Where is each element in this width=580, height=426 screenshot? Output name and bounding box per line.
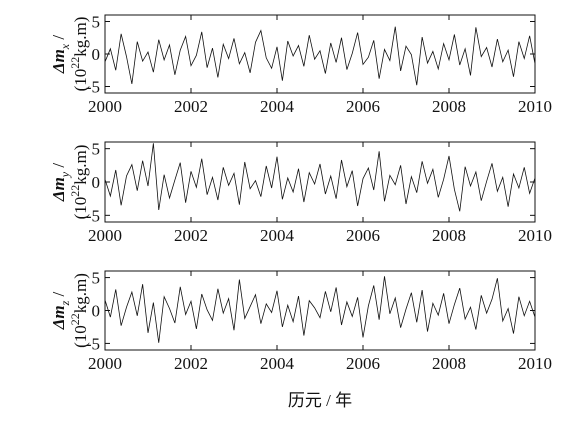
plot-frame xyxy=(104,141,536,223)
y-label-symbol: Δm xyxy=(49,305,68,330)
y-unit-power: 22 xyxy=(68,57,82,69)
y-axis-label: Δmz / xyxy=(49,291,72,330)
y-axis-unit: (1022kg.m) xyxy=(68,273,90,348)
y-tick-label: 0 xyxy=(92,173,101,192)
y-label-subscript: x xyxy=(58,43,72,50)
y-label-subscript: y xyxy=(58,171,72,178)
y-tick-label: 5 xyxy=(92,140,101,159)
y-tick-label: 0 xyxy=(92,302,101,321)
x-tick-label: 2004 xyxy=(260,97,295,116)
y-label-suffix: / xyxy=(49,291,68,300)
y-unit-open: (10 xyxy=(71,325,90,348)
x-tick-label: 2010 xyxy=(518,226,552,245)
data-line xyxy=(104,143,536,212)
x-tick-label: 2006 xyxy=(346,97,380,116)
y-label-suffix: / xyxy=(49,163,68,172)
x-tick-label: 2010 xyxy=(518,354,552,373)
y-tick-label: 5 xyxy=(92,13,101,32)
y-tick-label: -5 xyxy=(86,334,100,353)
x-axis-label: 历元 / 年 xyxy=(288,391,352,410)
plot-frame xyxy=(104,270,536,351)
y-unit-power: 22 xyxy=(68,185,82,197)
x-tick-label: 2000 xyxy=(88,354,122,373)
y-unit-open: (10 xyxy=(71,197,90,220)
y-unit-rest: kg.m) xyxy=(71,17,90,57)
x-tick-label: 2002 xyxy=(174,97,208,116)
x-tick-label: 2004 xyxy=(260,226,295,245)
x-tick-label: 2008 xyxy=(432,226,466,245)
data-line xyxy=(104,26,536,86)
y-label-symbol: Δm xyxy=(49,177,68,202)
y-axis-unit: (1022kg.m) xyxy=(68,145,90,220)
x-tick-label: 2006 xyxy=(346,226,380,245)
x-tick-label: 2006 xyxy=(346,354,380,373)
y-label-subscript: z xyxy=(58,300,72,306)
plot-frame xyxy=(104,14,536,94)
y-unit-open: (10 xyxy=(71,69,90,92)
x-tick-label: 2000 xyxy=(88,226,122,245)
x-tick-label: 2008 xyxy=(432,354,466,373)
y-tick-label: 0 xyxy=(92,45,101,64)
y-unit-rest: kg.m) xyxy=(71,273,90,313)
x-tick-label: 2002 xyxy=(174,354,208,373)
x-tick-label: 2000 xyxy=(88,97,122,116)
y-unit-rest: kg.m) xyxy=(71,145,90,185)
y-axis-unit: (1022kg.m) xyxy=(68,17,90,92)
y-label-symbol: Δm xyxy=(49,49,68,74)
x-tick-label: 2004 xyxy=(260,354,295,373)
y-axis-label: Δmy / xyxy=(49,163,72,202)
y-label-suffix: / xyxy=(49,35,68,44)
x-tick-label: 2008 xyxy=(432,97,466,116)
x-tick-label: 2002 xyxy=(174,226,208,245)
y-tick-label: -5 xyxy=(86,206,100,225)
y-tick-label: 5 xyxy=(92,269,101,288)
x-tick-label: 2010 xyxy=(518,97,552,116)
y-unit-power: 22 xyxy=(68,313,82,325)
y-tick-label: -5 xyxy=(86,78,100,97)
y-axis-label: Δmx / xyxy=(49,35,72,74)
data-line xyxy=(104,276,536,343)
